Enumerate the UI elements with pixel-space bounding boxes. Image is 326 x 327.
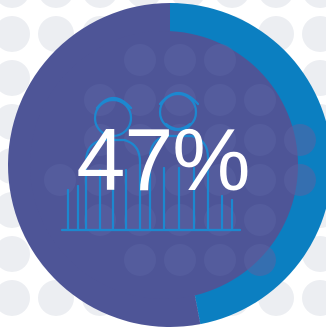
texture-dot <box>204 244 236 276</box>
background-dot <box>0 280 30 316</box>
texture-dot <box>244 84 276 116</box>
texture-dot <box>244 244 276 276</box>
texture-dot <box>284 124 316 156</box>
background-dot <box>302 280 326 316</box>
texture-dot <box>124 244 156 276</box>
texture-dot <box>284 164 316 196</box>
texture-dot <box>204 84 236 116</box>
texture-dot <box>204 124 236 156</box>
texture-dot <box>84 84 116 116</box>
background-dot <box>0 236 30 272</box>
texture-dot <box>164 124 196 156</box>
background-dot <box>261 0 291 8</box>
percent-label: 47% <box>76 110 250 209</box>
background-dot <box>0 0 27 8</box>
texture-dot <box>124 44 156 76</box>
background-dot <box>0 16 30 52</box>
texture-dot <box>124 124 156 156</box>
texture-dot <box>244 164 276 196</box>
texture-dot <box>164 84 196 116</box>
texture-dot <box>164 44 196 76</box>
background-dot <box>38 280 74 316</box>
texture-dot <box>204 164 236 196</box>
texture-dot <box>204 204 236 236</box>
background-dot <box>305 0 326 8</box>
background-dot <box>0 60 30 96</box>
texture-dot <box>164 244 196 276</box>
background-dot <box>41 0 71 8</box>
texture-dot <box>244 204 276 236</box>
texture-dot <box>204 44 236 76</box>
background-dot <box>85 0 115 8</box>
background-dot <box>217 0 247 8</box>
texture-dot <box>244 124 276 156</box>
texture-dot <box>44 164 76 196</box>
background-dot <box>302 16 326 52</box>
people-group-icon <box>60 91 242 232</box>
